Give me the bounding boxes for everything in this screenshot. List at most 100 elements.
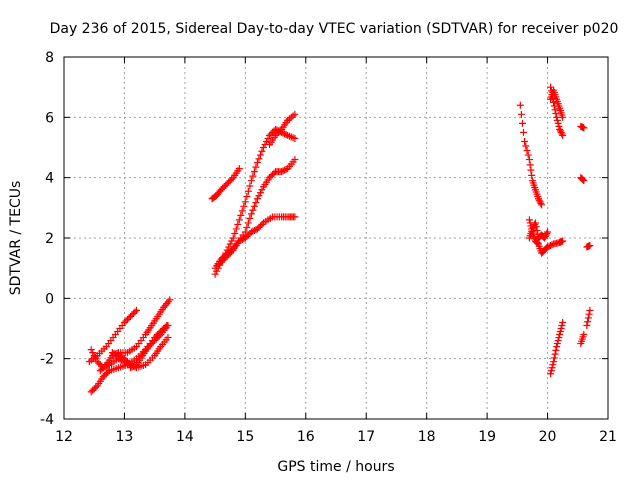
data-point — [534, 239, 542, 247]
data-point — [249, 172, 257, 180]
data-point — [241, 228, 249, 236]
data-point — [243, 193, 251, 201]
data-point — [244, 219, 252, 227]
data-point — [253, 159, 261, 167]
data-point — [586, 242, 594, 250]
data-point — [554, 337, 562, 345]
data-point — [291, 213, 299, 221]
data-point — [113, 349, 121, 357]
data-point — [553, 113, 561, 121]
data-point — [253, 195, 261, 203]
data-point — [228, 247, 236, 255]
data-point — [255, 192, 263, 200]
data-point — [148, 340, 156, 348]
data-point — [249, 227, 257, 235]
data-point — [545, 242, 553, 250]
data-point — [553, 116, 561, 124]
data-point — [258, 186, 266, 194]
data-point — [281, 166, 289, 174]
data-point — [550, 354, 558, 362]
data-point — [217, 186, 225, 194]
data-point — [553, 343, 561, 351]
data-point — [282, 165, 290, 173]
data-point — [279, 167, 287, 175]
data-point — [149, 338, 157, 346]
data-point — [556, 125, 564, 133]
data-point — [238, 207, 246, 215]
data-point — [229, 234, 237, 242]
data-point — [246, 214, 254, 222]
data-point — [243, 232, 251, 240]
data-point — [525, 216, 533, 224]
data-point — [146, 341, 154, 349]
data-point — [525, 156, 533, 164]
data-point — [558, 130, 566, 138]
series-track-s — [583, 242, 594, 251]
data-point — [232, 225, 240, 233]
data-point — [256, 151, 264, 159]
data-point — [96, 361, 104, 369]
data-point — [548, 241, 556, 249]
series-track-a — [85, 306, 141, 366]
data-point — [524, 151, 532, 159]
data-point — [240, 202, 248, 210]
data-point — [238, 236, 246, 244]
data-point — [122, 317, 130, 325]
data-point — [220, 252, 228, 260]
data-point — [122, 356, 130, 364]
data-point — [275, 128, 283, 136]
data-point — [131, 308, 139, 316]
data-point — [578, 175, 586, 183]
y-tick-label: 6 — [45, 110, 54, 126]
data-point — [243, 223, 251, 231]
data-point — [133, 306, 141, 314]
data-point — [555, 122, 563, 130]
x-tick-label: 14 — [176, 429, 194, 445]
data-point — [241, 234, 249, 242]
data-point — [125, 314, 133, 322]
data-point — [549, 361, 557, 369]
data-point — [237, 236, 245, 244]
data-point — [580, 331, 588, 339]
data-point — [276, 127, 284, 135]
data-point — [247, 228, 255, 236]
data-point — [244, 187, 252, 195]
series-track-q — [577, 122, 588, 132]
x-tick-label: 18 — [418, 429, 436, 445]
data-point — [256, 222, 264, 230]
x-tick-label: 16 — [297, 429, 315, 445]
data-point — [126, 312, 134, 320]
data-point — [241, 198, 249, 206]
data-point — [547, 83, 555, 91]
data-point — [580, 177, 588, 185]
data-point — [253, 225, 261, 233]
y-tick-labels: -4 -2 0 2 4 6 8 — [40, 50, 54, 428]
data-point — [258, 220, 266, 228]
data-point — [269, 128, 277, 136]
data-point — [108, 352, 116, 360]
data-point — [552, 110, 560, 118]
data-point — [273, 130, 281, 138]
y-tick-label: 2 — [45, 231, 54, 247]
data-point — [123, 358, 131, 366]
y-tick-label: -2 — [40, 352, 54, 368]
data-point — [151, 337, 159, 345]
data-point — [544, 228, 552, 236]
y-tick-label: 0 — [45, 291, 54, 307]
data-point — [102, 370, 110, 378]
data-point — [252, 163, 260, 171]
series-track-f — [126, 321, 172, 372]
data-point — [110, 351, 118, 359]
data-point — [584, 318, 592, 326]
data-point — [291, 134, 299, 142]
data-point — [533, 226, 541, 234]
series-track-i — [211, 213, 299, 272]
x-tick-label: 15 — [236, 429, 254, 445]
data-point — [551, 106, 559, 114]
y-tick-label: 4 — [45, 171, 54, 187]
x-axis-label: GPS time / hours — [277, 459, 394, 475]
data-point — [556, 331, 564, 339]
data-point — [92, 383, 100, 391]
data-point — [533, 239, 541, 247]
